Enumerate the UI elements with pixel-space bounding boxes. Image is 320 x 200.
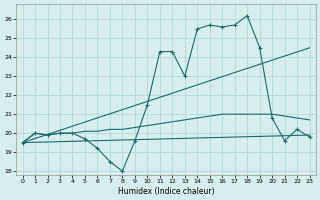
X-axis label: Humidex (Indice chaleur): Humidex (Indice chaleur): [118, 187, 214, 196]
